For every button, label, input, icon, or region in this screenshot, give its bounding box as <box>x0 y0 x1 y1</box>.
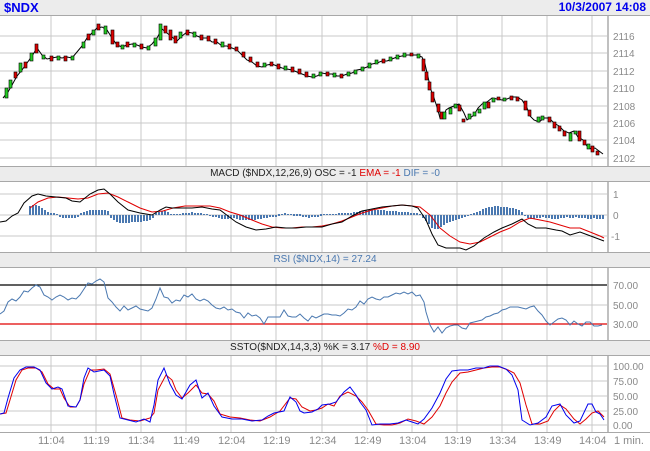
ssto-panel: 100.00 75.00 50.00 25.00 0.00 <box>0 356 644 432</box>
svg-text:70.00: 70.00 <box>613 281 638 292</box>
price-panel: 2116 2114 2112 2110 2108 2106 2104 2102 <box>0 16 636 166</box>
rsi-title: RSI ($NDX,14) = 27.24 <box>0 252 650 268</box>
macd-name: MACD ($NDX,12,26,9) <box>210 168 312 179</box>
svg-text:2104: 2104 <box>613 136 636 147</box>
candles <box>4 23 600 156</box>
svg-text:2116: 2116 <box>613 32 635 43</box>
svg-text:0.00: 0.00 <box>613 421 633 432</box>
time-label: 13:19 <box>444 435 472 447</box>
svg-text:50.00: 50.00 <box>613 301 638 312</box>
time-label: 11:34 <box>128 435 155 447</box>
macd-axis-labels: 1 0 -1 <box>611 190 620 243</box>
svg-text:75.00: 75.00 <box>613 377 638 388</box>
rsi-label: RSI ($NDX,14) = 27.24 <box>273 254 377 265</box>
chart-header: $NDX 10/3/2007 14:08 <box>0 0 650 16</box>
time-label: 13:34 <box>489 435 517 447</box>
time-label: 13:04 <box>399 435 427 447</box>
svg-text:50.00: 50.00 <box>613 392 638 403</box>
macd-histogram <box>29 205 604 229</box>
svg-text:1: 1 <box>613 190 619 201</box>
macd-panel: 1 0 -1 <box>0 182 620 252</box>
time-label: 12:49 <box>354 435 382 447</box>
interval-label: 1 min. <box>614 435 644 447</box>
svg-text:30.00: 30.00 <box>613 320 638 331</box>
svg-text:2108: 2108 <box>613 102 636 113</box>
macd-title: MACD ($NDX,12,26,9) OSC = -1 EMA = -1 DI… <box>0 166 650 182</box>
svg-text:2106: 2106 <box>613 119 636 130</box>
ssto-k-line <box>0 365 605 426</box>
rsi-axis-labels: 70.00 50.00 30.00 <box>613 281 638 331</box>
svg-text:0: 0 <box>613 211 619 222</box>
macd-ema: EMA = -1 <box>359 168 401 179</box>
time-label: 12:19 <box>263 435 291 447</box>
macd-line <box>0 188 605 251</box>
time-label: 11:04 <box>38 435 65 447</box>
datetime-label: 10/3/2007 14:08 <box>558 0 646 14</box>
time-axis: 11:04 11:19 11:34 11:49 12:04 12:19 12:3… <box>0 432 650 451</box>
svg-text:2110: 2110 <box>613 84 635 95</box>
svg-text:25.00: 25.00 <box>613 407 638 418</box>
ssto-d: %D = 8.90 <box>372 342 420 353</box>
ssto-title: SSTO($NDX,14,3,3) %K = 3.17 %D = 8.90 <box>0 340 650 356</box>
time-label: 11:19 <box>83 435 110 447</box>
svg-text:2112: 2112 <box>613 67 635 78</box>
rsi-line <box>0 278 603 334</box>
time-label: 13:49 <box>534 435 562 447</box>
ssto-d-line <box>0 366 605 426</box>
ssto-k: SSTO($NDX,14,3,3) %K = 3.17 <box>230 342 371 353</box>
svg-text:100.00: 100.00 <box>613 362 644 373</box>
time-label: 12:34 <box>309 435 337 447</box>
svg-text:2114: 2114 <box>613 49 635 60</box>
svg-text:-1: -1 <box>611 232 620 243</box>
macd-osc: OSC = -1 <box>314 168 357 179</box>
price-axis-labels: 2116 2114 2112 2110 2108 2106 2104 2102 <box>613 32 636 165</box>
ssto-axis-labels: 100.00 75.00 50.00 25.00 0.00 <box>613 362 644 432</box>
time-label: 14:04 <box>579 435 607 447</box>
time-label: 12:04 <box>218 435 246 447</box>
macd-dif: DIF = -0 <box>403 168 440 179</box>
rsi-panel: 70.00 50.00 30.00 <box>0 268 638 340</box>
svg-text:2102: 2102 <box>613 154 636 165</box>
time-label: 11:49 <box>173 435 200 447</box>
symbol-label: $NDX <box>4 0 39 15</box>
